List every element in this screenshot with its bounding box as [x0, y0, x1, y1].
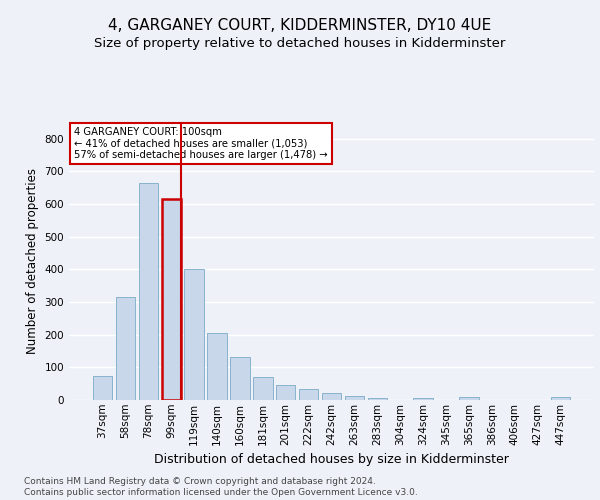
Text: 4 GARGANEY COURT: 100sqm
← 41% of detached houses are smaller (1,053)
57% of sem: 4 GARGANEY COURT: 100sqm ← 41% of detach… — [74, 126, 328, 160]
Bar — [459, 398, 479, 400]
Bar — [344, 396, 364, 400]
Text: Size of property relative to detached houses in Kidderminster: Size of property relative to detached ho… — [94, 38, 506, 51]
Bar — [299, 388, 319, 400]
Text: 4, GARGANEY COURT, KIDDERMINSTER, DY10 4UE: 4, GARGANEY COURT, KIDDERMINSTER, DY10 4… — [109, 18, 491, 32]
Bar — [161, 199, 181, 400]
Bar — [368, 398, 387, 400]
Bar — [184, 270, 204, 400]
Bar — [551, 398, 570, 400]
Bar — [253, 377, 272, 400]
Y-axis label: Number of detached properties: Number of detached properties — [26, 168, 39, 354]
Bar — [139, 183, 158, 400]
Bar — [230, 356, 250, 400]
Bar — [322, 394, 341, 400]
Bar — [413, 398, 433, 400]
Bar — [208, 333, 227, 400]
Bar — [116, 297, 135, 400]
Bar — [93, 376, 112, 400]
Text: Contains HM Land Registry data © Crown copyright and database right 2024.
Contai: Contains HM Land Registry data © Crown c… — [24, 478, 418, 497]
X-axis label: Distribution of detached houses by size in Kidderminster: Distribution of detached houses by size … — [154, 453, 509, 466]
Bar — [276, 386, 295, 400]
